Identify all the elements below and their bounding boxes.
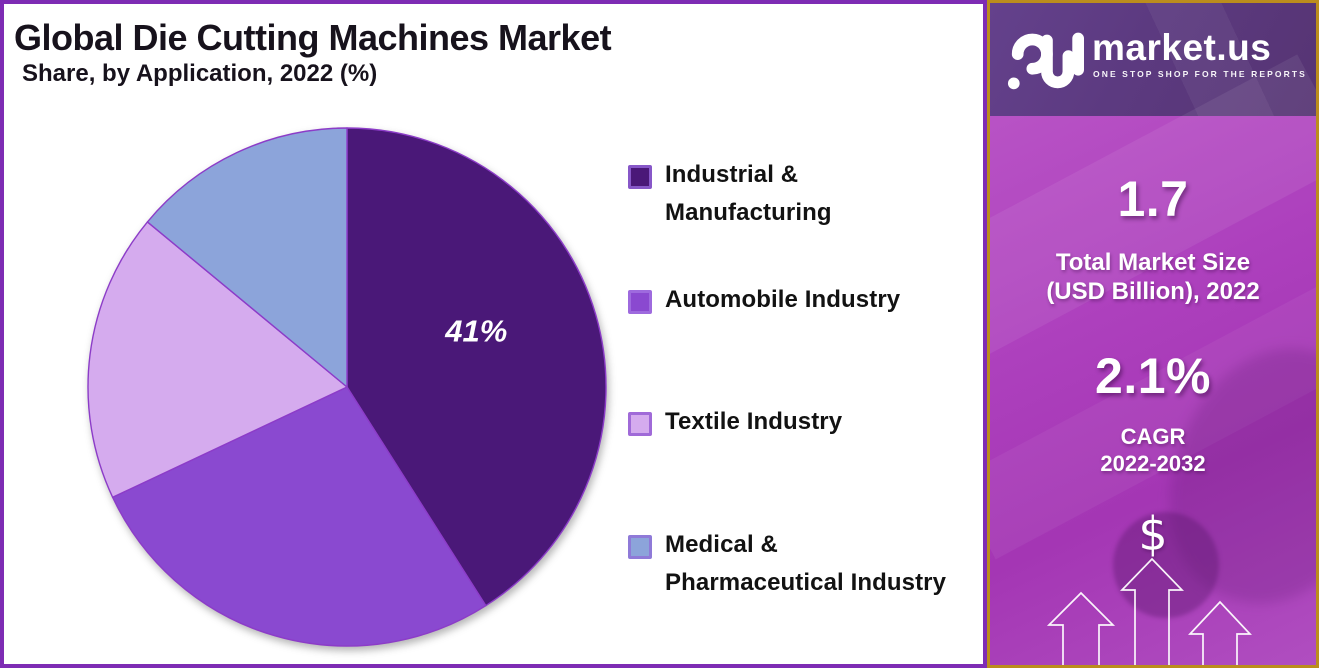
pie-slice-1 bbox=[111, 386, 487, 647]
marketus-logo-icon bbox=[1007, 32, 1084, 90]
legend-item-medical-pharmaceutical: Medical & Pharmaceutical Industry bbox=[628, 526, 946, 602]
legend-swatch-icon bbox=[628, 165, 652, 189]
legend-item-textile-industry: Textile Industry bbox=[628, 403, 842, 441]
sidebar-header: market.us ONE STOP SHOP FOR THE REPORTS bbox=[990, 3, 1316, 116]
brand-tagline: ONE STOP SHOP FOR THE REPORTS bbox=[1093, 69, 1307, 79]
market-size-value: 1.7 bbox=[1117, 171, 1189, 227]
cagr-value: 2.1% bbox=[1095, 348, 1211, 404]
legend-item-automobile-industry: Automobile Industry bbox=[628, 281, 900, 319]
chart-panel: Global Die Cutting Machines Market Share… bbox=[0, 0, 987, 668]
legend-label: Medical & Pharmaceutical Industry bbox=[665, 531, 947, 596]
legend-label: Industrial & Manufacturing bbox=[665, 161, 832, 226]
legend-item-industrial-manufacturing: Industrial & Manufacturing bbox=[628, 156, 832, 232]
cagr-caption: CAGR 2022-2032 bbox=[1100, 424, 1206, 476]
pie-slice-0 bbox=[346, 127, 607, 607]
brand-name: market.us bbox=[1092, 27, 1272, 68]
legend-swatch-icon bbox=[628, 412, 652, 436]
legend-swatch-icon bbox=[628, 535, 652, 559]
pie-slice-2 bbox=[87, 221, 348, 498]
sidebar: market.us ONE STOP SHOP FOR THE REPORTS … bbox=[987, 0, 1319, 668]
legend-swatch-icon bbox=[628, 290, 652, 314]
growth-arrows-icon bbox=[1046, 557, 1252, 665]
sidebar-body: 1.7 Total Market Size (USD Billion), 202… bbox=[990, 54, 1316, 665]
page-title: Global Die Cutting Machines Market bbox=[14, 17, 612, 58]
dollar-icon: $ bbox=[1138, 507, 1168, 561]
legend-label: Automobile Industry bbox=[665, 286, 901, 313]
pie-slice-label: 41% bbox=[444, 313, 507, 348]
pie-slice-3 bbox=[146, 127, 348, 388]
legend: Industrial & Manufacturing Automobile In… bbox=[628, 4, 980, 664]
pie-chart: 41% bbox=[87, 127, 607, 647]
market-size-caption: Total Market Size (USD Billion), 2022 bbox=[1046, 249, 1260, 305]
legend-label: Textile Industry bbox=[665, 408, 843, 435]
page-subtitle: Share, by Application, 2022 (%) bbox=[22, 60, 378, 87]
